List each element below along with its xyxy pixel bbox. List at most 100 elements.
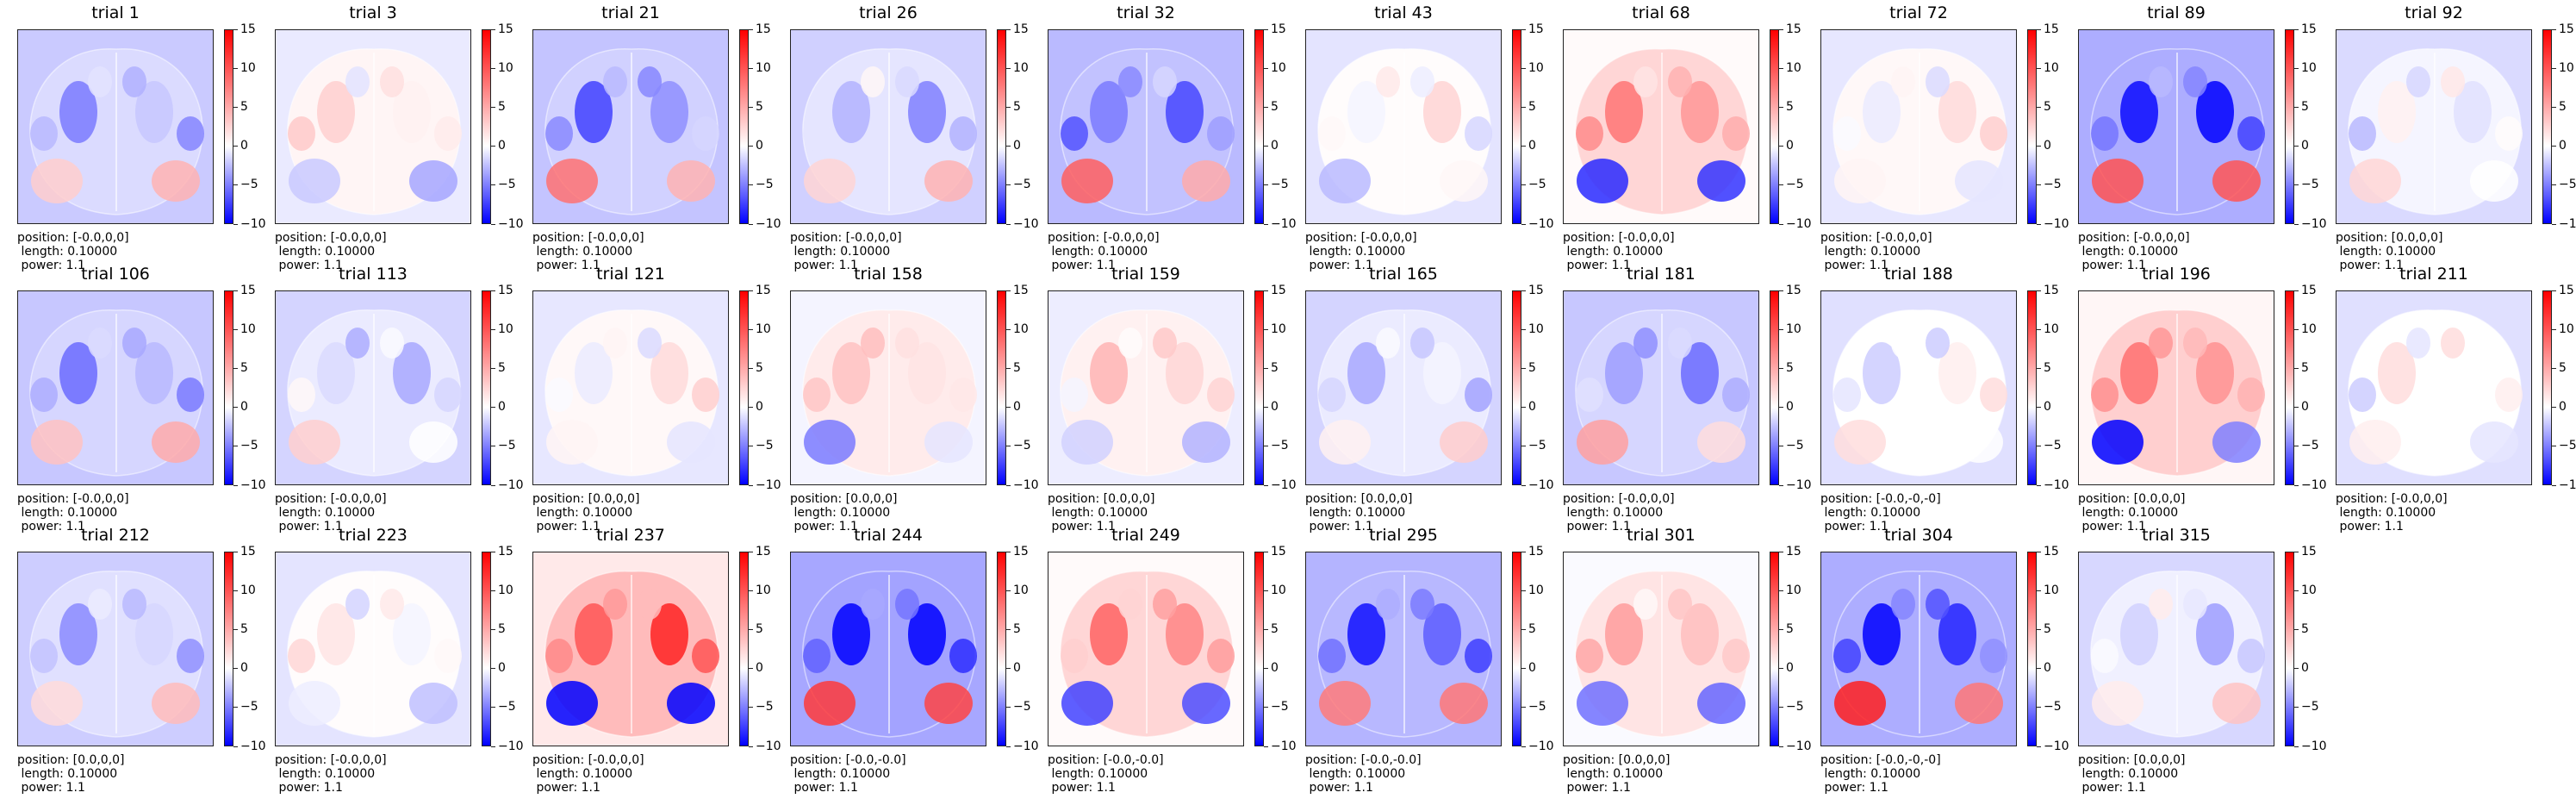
tick-label: −5 — [1271, 178, 1289, 191]
tick-mark — [233, 629, 238, 630]
activity-blob — [2149, 589, 2173, 620]
tick-label: −5 — [756, 178, 774, 191]
info-length: length: 0.10000 — [275, 506, 376, 520]
tick-mark — [1006, 746, 1011, 747]
tick-label: −10 — [498, 739, 524, 753]
activity-blob — [1576, 378, 1603, 412]
info-length: length: 0.10000 — [2336, 245, 2436, 259]
activity-blob — [2092, 420, 2144, 465]
activity-blob — [1465, 116, 1492, 151]
tick-mark — [1779, 590, 1783, 591]
info-position: position: [-0.0,0,0] — [532, 753, 644, 767]
tick-mark — [1779, 146, 1783, 147]
panel-info: position: [0.0,0,0] length: 0.10000 powe… — [2078, 492, 2186, 534]
activity-blob — [1376, 66, 1400, 97]
activity-blob — [1182, 160, 1230, 202]
activity-blob — [638, 589, 662, 620]
heatmap-panel: trial 244 −10 −5 0 5 10 15 position: [-0.0,-0.0… — [781, 522, 1039, 795]
tick-mark — [1006, 590, 1011, 591]
activity-blob — [288, 639, 315, 673]
activity-blob — [1833, 639, 1861, 673]
activity-blob — [288, 378, 315, 412]
colorbar — [997, 29, 1006, 224]
info-position: position: [-0.0,0,0] — [1820, 231, 1932, 245]
tick-mark — [1779, 184, 1783, 185]
tick-label: 15 — [2559, 284, 2574, 297]
tick-mark — [2294, 407, 2299, 408]
tick-mark — [2294, 668, 2299, 669]
activity-blob — [317, 81, 355, 143]
activity-blob — [1423, 603, 1461, 665]
info-length: length: 0.10000 — [1305, 767, 1406, 781]
tick-mark — [749, 629, 753, 630]
activity-blob — [603, 66, 627, 97]
tick-label: 15 — [756, 545, 771, 559]
tick-mark — [2294, 629, 2299, 630]
activity-blob — [2378, 342, 2416, 404]
activity-blob — [924, 683, 973, 724]
colorbar-ticks: −10 −5 0 5 10 15 — [2294, 284, 2327, 492]
heatmap-panel: trial 212 −10 −5 0 5 10 15 position: [0.0,0,0] … — [9, 522, 266, 795]
tick-label: 0 — [2044, 400, 2051, 414]
activity-blob — [1090, 81, 1128, 143]
activity-blob — [667, 683, 715, 724]
activity-blob — [2149, 66, 2173, 97]
info-position: position: [-0.0,-0.0] — [790, 753, 906, 767]
heatmap-image — [275, 29, 471, 224]
tick-label: 0 — [240, 661, 248, 675]
tick-label: 5 — [240, 100, 248, 114]
tick-mark — [233, 329, 238, 330]
tick-label: −5 — [1528, 178, 1546, 191]
panel-info: position: [0.0,0,0] length: 0.10000 powe… — [790, 492, 898, 534]
tick-mark — [749, 29, 753, 30]
tick-mark — [1521, 224, 1526, 225]
panel-title: trial 249 — [1111, 526, 1180, 545]
activity-blob — [546, 681, 598, 726]
activity-blob — [135, 603, 173, 665]
tick-mark — [2037, 629, 2041, 630]
info-position: position: [0.0,0,0] — [790, 492, 898, 506]
tick-mark — [749, 146, 753, 147]
tick-label: 5 — [2559, 361, 2567, 375]
tick-label: 10 — [1013, 322, 1029, 336]
tick-label: 10 — [2559, 322, 2574, 336]
tick-mark — [1521, 146, 1526, 147]
heatmap-image — [2336, 290, 2532, 485]
heatmap-image — [1563, 290, 1759, 485]
info-length: length: 0.10000 — [1048, 506, 1148, 520]
info-power: power: 1.1 — [1048, 781, 1116, 795]
heatmap-panel: trial 32 −10 −5 0 5 10 15 position: [-0.0,0,0] … — [1039, 0, 1297, 272]
tick-mark — [491, 746, 495, 747]
heatmap-image — [17, 29, 214, 224]
tick-mark — [2552, 329, 2556, 330]
tick-mark — [2294, 746, 2299, 747]
activity-blob — [650, 603, 688, 665]
activity-blob — [88, 589, 112, 620]
activity-blob — [1166, 603, 1204, 665]
heatmap-panel: trial 301 −10 −5 0 5 10 15 position: [0.0,0,0] … — [1554, 522, 1812, 795]
heatmap-panel: trial 1 −10 −5 0 5 10 15 position: [-0.0,0,0] l… — [9, 0, 266, 272]
tick-label: 5 — [240, 622, 248, 636]
colorbar — [2027, 290, 2037, 485]
heatmap-image — [2078, 290, 2274, 485]
tick-mark — [491, 368, 495, 369]
heatmap-panel: trial 315 −10 −5 0 5 10 15 position: [0.0,0,0] … — [2069, 522, 2327, 795]
tick-mark — [491, 184, 495, 185]
activity-blob — [1668, 66, 1692, 97]
heatmap-panel: trial 188 −10 −5 0 5 10 15 position: [-0.0,-0,-… — [1812, 261, 2069, 534]
tick-label: 10 — [1271, 583, 1286, 597]
activity-blob — [1153, 589, 1177, 620]
heatmap-panel: trial 121 −10 −5 0 5 10 15 position: [0.0,0,0] … — [524, 261, 781, 534]
activity-blob — [1834, 681, 1886, 726]
heatmap-panel: trial 295 −10 −5 0 5 10 15 position: [-0.0,-0.0… — [1297, 522, 1554, 795]
panel-title: trial 43 — [1374, 3, 1433, 22]
tick-mark — [1006, 290, 1011, 291]
tick-label: −5 — [2559, 178, 2576, 191]
activity-blob — [1633, 328, 1658, 359]
tick-label: 0 — [2559, 139, 2567, 153]
tick-label: −5 — [240, 178, 258, 191]
info-position: position: [-0.0,0,0] — [1305, 231, 1417, 245]
tick-label: −10 — [2559, 478, 2576, 492]
tick-mark — [491, 68, 495, 69]
activity-blob — [1633, 589, 1658, 620]
